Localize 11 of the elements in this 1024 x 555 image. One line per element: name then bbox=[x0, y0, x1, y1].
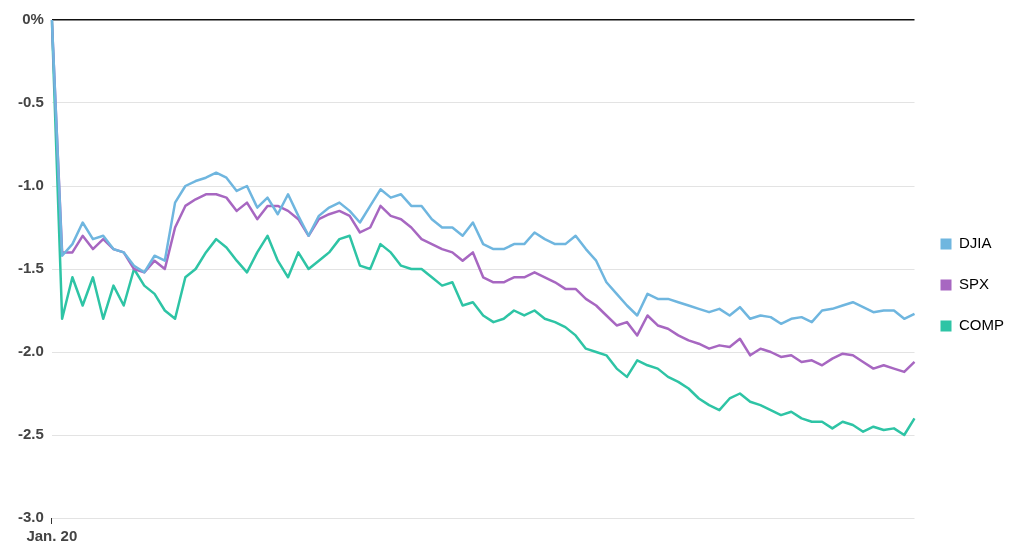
legend-label: SPX bbox=[959, 275, 990, 293]
y-tick-label: -3.0 bbox=[17, 508, 44, 526]
y-tick-label: 0% bbox=[22, 10, 44, 28]
x-tick-label: Jan. 20 bbox=[26, 527, 78, 545]
legend-label: DJIA bbox=[959, 234, 992, 252]
y-tick-label: -2.5 bbox=[17, 425, 44, 443]
legend-label: COMP bbox=[959, 316, 1004, 334]
y-tick-label: -1.0 bbox=[17, 176, 44, 194]
y-tick-label: -2.0 bbox=[17, 342, 44, 360]
y-tick-label: -1.5 bbox=[17, 259, 44, 277]
y-tick-label: -0.5 bbox=[17, 93, 44, 111]
